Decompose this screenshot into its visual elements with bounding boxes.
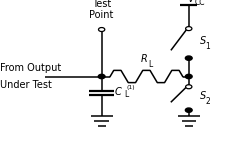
Text: S: S [200,91,206,101]
Text: 2: 2 [205,97,210,106]
Circle shape [185,108,192,112]
Circle shape [185,56,192,60]
Text: L: L [149,60,153,69]
Circle shape [186,85,192,89]
Text: CC: CC [195,0,205,7]
Circle shape [98,74,105,79]
Circle shape [98,28,105,32]
Text: From Output: From Output [0,63,61,73]
Text: S: S [200,36,206,46]
Text: V: V [188,0,194,4]
Circle shape [186,27,192,31]
Text: Under Test: Under Test [0,80,52,90]
Text: R: R [141,54,147,64]
Text: (1): (1) [127,85,135,90]
Text: L: L [124,90,129,99]
Text: Point: Point [90,9,114,20]
Text: Test: Test [92,0,111,9]
Text: C: C [115,87,122,97]
Text: 1: 1 [205,42,210,51]
Circle shape [185,74,192,79]
